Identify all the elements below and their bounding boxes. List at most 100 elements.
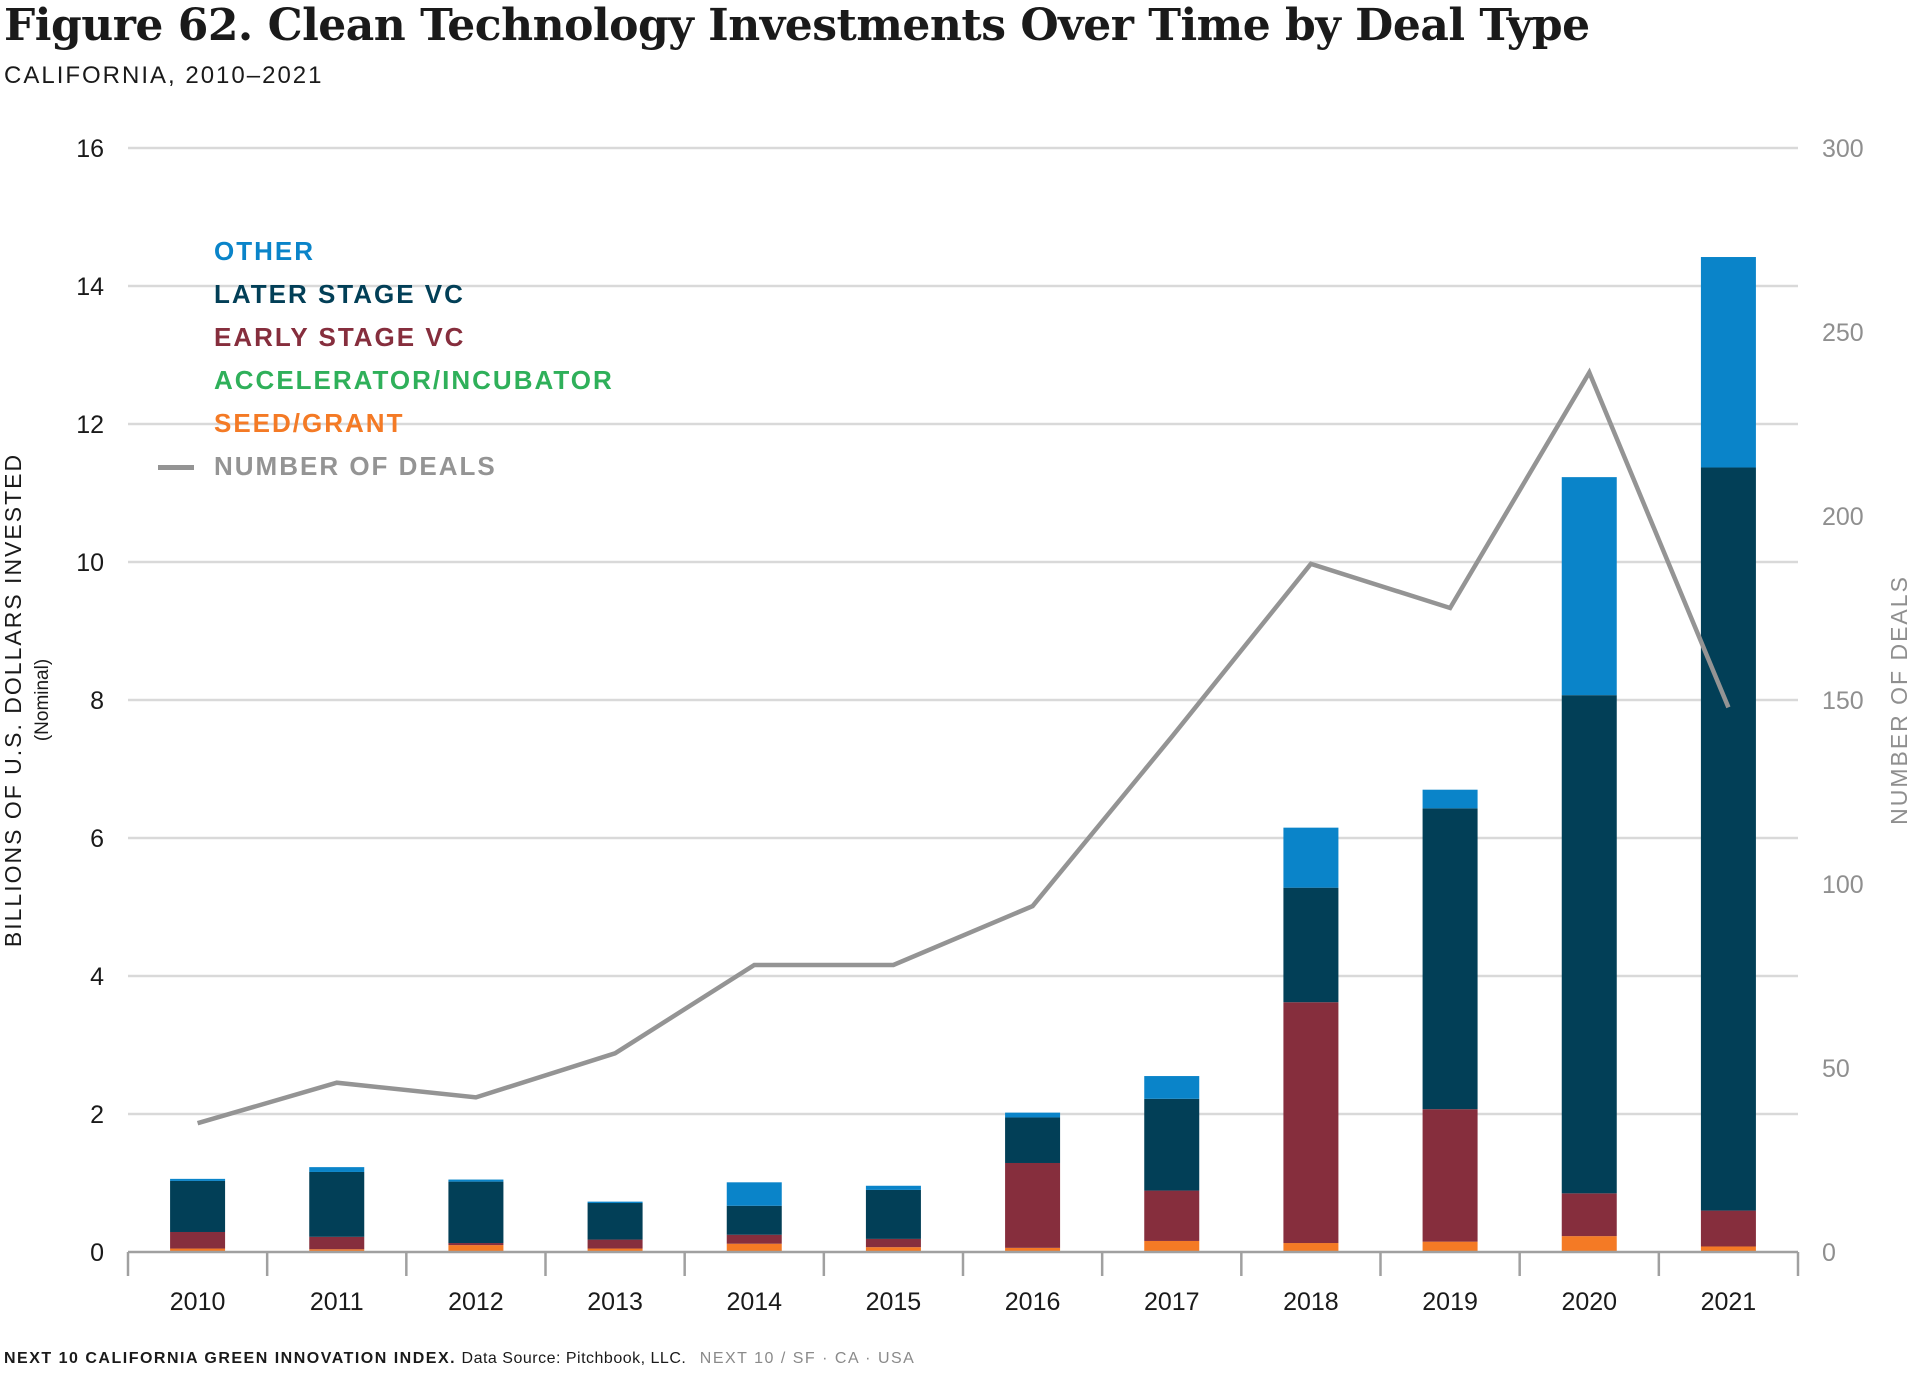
y-axis-subtitle: (Nominal) (32, 659, 53, 741)
legend-label-seed-grant: SEED/GRANT (214, 408, 405, 438)
bar-segment (1561, 1193, 1617, 1237)
y-tick-label: 16 (76, 135, 104, 163)
bar-segment (1144, 1240, 1200, 1252)
bar-segment (170, 1180, 226, 1232)
legend-item-accelerator-incubator: ACCELERATOR/INCUBATOR (158, 359, 614, 402)
chart-title: Figure 62. Clean Technology Investments … (4, 0, 1590, 51)
x-tick-label: 2012 (448, 1288, 504, 1316)
bar-segment (1005, 1162, 1061, 1248)
bar-segment (726, 1182, 782, 1206)
bar-segment (587, 1201, 643, 1204)
legend-label-early-stage-vc: EARLY STAGE VC (214, 322, 466, 352)
chart-footer: NEXT 10 CALIFORNIA GREEN INNOVATION INDE… (4, 1350, 915, 1368)
bar-segment (1422, 1109, 1478, 1242)
legend-item-early-stage-vc: EARLY STAGE VC (158, 316, 614, 359)
y2-tick-label: 250 (1822, 319, 1864, 347)
bar-segment (1422, 789, 1478, 809)
bar-segment (1283, 1243, 1339, 1252)
y2-tick-label: 300 (1822, 135, 1864, 163)
x-tick-label: 2010 (170, 1288, 226, 1316)
y2-tick-label: 100 (1822, 871, 1864, 899)
legend-label-number-of-deals: NUMBER OF DEALS (214, 451, 497, 481)
x-tick-label: 2016 (1005, 1288, 1061, 1316)
x-tick-label: 2019 (1422, 1288, 1478, 1316)
y2-tick-label: 200 (1822, 503, 1864, 531)
bar-segment (1561, 477, 1617, 696)
legend-label-accelerator-incubator: ACCELERATOR/INCUBATOR (214, 365, 614, 395)
footer-location: NEXT 10 / SF · CA · USA (699, 1350, 916, 1367)
bar-segment (448, 1245, 504, 1252)
bar-segment (1422, 808, 1478, 1110)
bar-segment (865, 1238, 921, 1248)
bar-segment (726, 1205, 782, 1235)
bar-segment (1283, 827, 1339, 888)
y2-tick-label: 50 (1822, 1055, 1850, 1083)
x-tick-label: 2015 (866, 1288, 922, 1316)
legend-label-other: OTHER (214, 236, 315, 266)
x-tick-label: 2021 (1701, 1288, 1757, 1316)
y-axis-title: BILLIONS OF U.S. DOLLARS INVESTED (0, 453, 26, 947)
x-tick-label: 2020 (1561, 1288, 1617, 1316)
legend-item-number-of-deals: NUMBER OF DEALS (158, 445, 614, 488)
chart-subtitle: CALIFORNIA, 2010–2021 (4, 62, 324, 89)
legend-item-seed-grant: SEED/GRANT (158, 402, 614, 445)
x-tick-label: 2013 (587, 1288, 643, 1316)
footer-publisher: NEXT 10 CALIFORNIA GREEN INNOVATION INDE… (4, 1350, 457, 1367)
y-tick-label: 4 (90, 963, 104, 991)
bar-segment (1700, 1210, 1756, 1247)
footer-source: Data Source: Pitchbook, LLC. (461, 1350, 687, 1367)
bar-segment (1561, 1236, 1617, 1252)
bar-segment (1700, 257, 1756, 468)
bar-segment (587, 1203, 643, 1240)
y2-axis-title: NUMBER OF DEALS (1886, 575, 1912, 825)
bar-segment (1005, 1247, 1061, 1252)
bar-segment (170, 1178, 226, 1181)
y-tick-label: 14 (76, 273, 104, 301)
legend-label-later-stage-vc: LATER STAGE VC (214, 279, 465, 309)
bar-segment (1700, 467, 1756, 1211)
bar-segment (1005, 1117, 1061, 1163)
bar-segment (1700, 1246, 1756, 1252)
bar-segment (865, 1189, 921, 1239)
bar-segment (587, 1239, 643, 1249)
bar-segment (726, 1243, 782, 1252)
bar-segment (170, 1248, 226, 1252)
chart-legend: OTHER LATER STAGE VC EARLY STAGE VC ACCE… (158, 230, 614, 488)
deals-line (196, 367, 1731, 1126)
bar-segment (309, 1249, 365, 1252)
legend-line-swatch (158, 465, 194, 470)
bar-segment (448, 1179, 504, 1182)
bar-segment (726, 1234, 782, 1244)
bar-segment (1283, 1002, 1339, 1244)
bar-segment (1561, 695, 1617, 1194)
bar-segment (309, 1171, 365, 1237)
bar-segment (448, 1243, 504, 1246)
legend-item-later-stage-vc: LATER STAGE VC (158, 273, 614, 316)
bar-segment (1422, 1241, 1478, 1252)
bar-segment (865, 1247, 921, 1252)
legend-item-other: OTHER (158, 230, 614, 273)
y-tick-label: 8 (90, 687, 104, 715)
x-tick-label: 2018 (1283, 1288, 1339, 1316)
y2-tick-label: 150 (1822, 687, 1864, 715)
bar-segment (1005, 1112, 1061, 1118)
x-tick-label: 2011 (310, 1288, 364, 1316)
y-tick-label: 2 (90, 1101, 104, 1129)
bar-segment (309, 1167, 365, 1172)
y2-tick-label: 0 (1822, 1239, 1836, 1267)
bar-segment (587, 1248, 643, 1252)
y-tick-label: 6 (90, 825, 104, 853)
y-tick-label: 12 (76, 411, 104, 439)
bar-segment (448, 1181, 504, 1244)
bar-segment (1144, 1098, 1200, 1191)
bar-segment (309, 1236, 365, 1250)
bar-segment (865, 1185, 921, 1190)
x-tick-label: 2014 (726, 1288, 782, 1316)
bar-segment (170, 1231, 226, 1249)
bar-segment (1144, 1076, 1200, 1099)
bar-segment (1144, 1190, 1200, 1241)
x-tick-label: 2017 (1144, 1288, 1200, 1316)
bar-segment (1283, 887, 1339, 1003)
y-tick-label: 0 (90, 1239, 104, 1267)
